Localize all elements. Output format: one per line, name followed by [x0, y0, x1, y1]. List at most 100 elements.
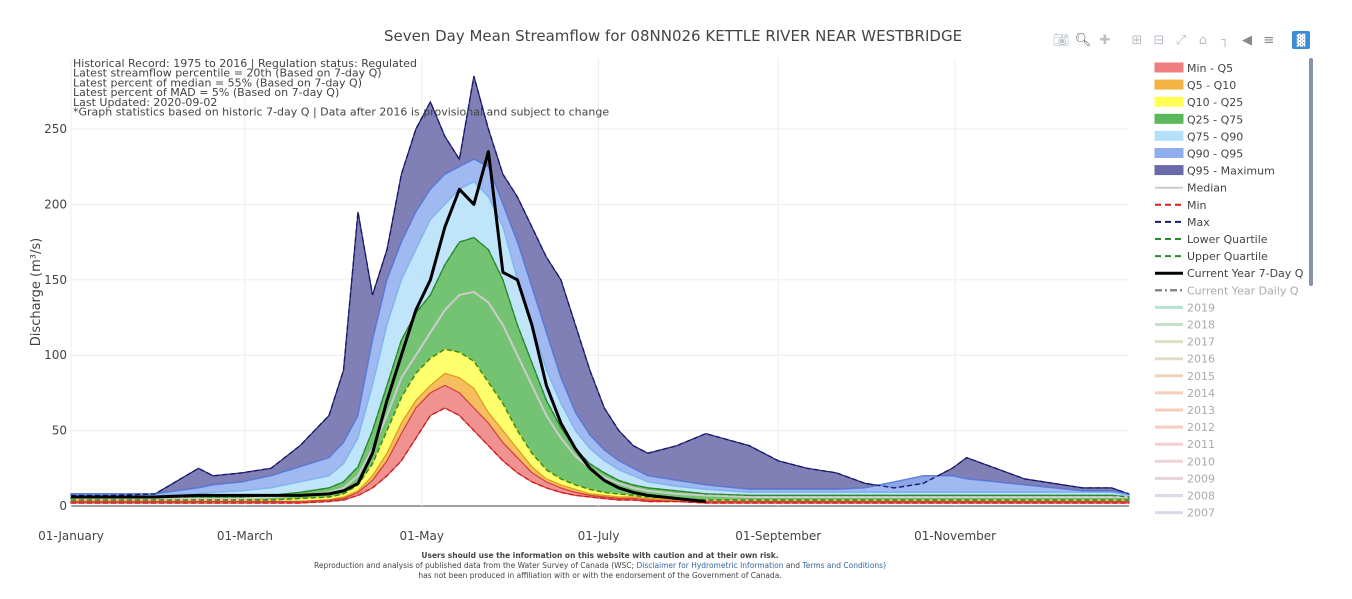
legend-scrollbar[interactable] — [1309, 58, 1313, 286]
y-tick-label: 50 — [52, 424, 67, 438]
legend-label: Q25 - Q75 — [1187, 113, 1243, 126]
x-tick-label: 01-January — [38, 529, 104, 543]
min-line — [71, 407, 1129, 504]
annotation-line: *Graph statistics based on historic 7-da… — [73, 106, 609, 119]
legend-label: 2008 — [1187, 490, 1215, 503]
terms-link[interactable]: Terms and Conditions) — [802, 561, 887, 570]
camera-icon[interactable]: 📷︎ — [1052, 32, 1070, 48]
y-tick-label: 150 — [44, 273, 67, 287]
band-q95-max — [70, 76, 1130, 496]
legend-swatch — [1154, 62, 1184, 73]
legend-label: 2011 — [1187, 438, 1215, 451]
legend-swatch — [1154, 165, 1184, 176]
zoom-icon[interactable]: 🔍︎ — [1074, 32, 1092, 48]
footer-warning: Users should use the information on this… — [421, 551, 779, 560]
plotly-logo-icon[interactable]: ▓ — [1292, 31, 1310, 49]
x-tick-label: 01-July — [578, 529, 620, 543]
legend-item[interactable]: 2017 — [1155, 336, 1215, 349]
footer-reproduction: Reproduction and analysis of published d… — [313, 561, 635, 570]
legend-item[interactable]: Q75 - Q90 — [1154, 130, 1243, 143]
annotations: Historical Record: 1975 to 2016 | Regula… — [73, 57, 609, 119]
legend-label: 2016 — [1187, 353, 1215, 366]
legend-item[interactable]: Min - Q5 — [1154, 62, 1233, 75]
legend-item[interactable]: Upper Quartile — [1155, 250, 1268, 263]
footer: Users should use the information on this… — [0, 551, 1200, 581]
legend-label: Q90 - Q95 — [1187, 148, 1243, 161]
y-axis: 0 50 100 150 200 250 — [44, 122, 67, 513]
legend-label: 2015 — [1187, 370, 1215, 383]
legend-label: Q95 - Maximum — [1187, 165, 1275, 178]
legend-item[interactable]: 2010 — [1155, 455, 1215, 468]
autoscale-icon[interactable]: ⤢ — [1175, 32, 1187, 48]
legend-item[interactable]: 2019 — [1155, 301, 1215, 314]
legend-label: Current Year 7-Day Q — [1187, 267, 1304, 280]
legend-label: Min - Q5 — [1187, 62, 1233, 75]
legend-item[interactable]: 2008 — [1155, 490, 1215, 503]
pan-icon[interactable]: ✚ — [1099, 32, 1111, 48]
legend-item[interactable]: 2011 — [1155, 438, 1215, 451]
legend-item[interactable]: Min — [1155, 199, 1207, 212]
upper-quartile-line — [71, 236, 1130, 498]
annotation-line: Latest percent of MAD = 5% (Based on 7-d… — [73, 86, 339, 99]
legend-label: 2017 — [1187, 336, 1215, 349]
legend-item[interactable]: Q25 - Q75 — [1154, 113, 1243, 126]
legend[interactable]: Min - Q5 Q5 - Q10 Q10 - Q25 Q25 - Q75 Q75 - … — [1154, 62, 1304, 520]
annotation-line: Latest streamflow percentile = 20th (Bas… — [73, 67, 382, 80]
footer-and: and — [785, 561, 801, 570]
disclaimer-link[interactable]: Disclaimer for Hydrometric Information — [636, 561, 784, 570]
legend-swatch — [1154, 79, 1184, 90]
spike-lines-icon[interactable]: ┐ — [1221, 32, 1229, 48]
legend-label: Q75 - Q90 — [1187, 130, 1243, 143]
legend-label: Median — [1187, 182, 1227, 195]
legend-swatch — [1154, 96, 1184, 107]
legend-item[interactable]: Q95 - Maximum — [1154, 165, 1275, 178]
legend-item[interactable]: 2016 — [1155, 353, 1215, 366]
annotation-line: Last Updated: 2020-09-02 — [73, 96, 217, 109]
legend-label: 2012 — [1187, 421, 1215, 434]
legend-label: 2010 — [1187, 455, 1215, 468]
y-tick-label: 100 — [44, 348, 67, 362]
y-tick-label: 250 — [44, 122, 67, 136]
legend-label: 2013 — [1187, 404, 1215, 417]
reset-axes-icon[interactable]: ⌂ — [1198, 32, 1208, 48]
x-tick-label: 01-November — [914, 529, 996, 543]
legend-swatch — [1154, 130, 1184, 141]
legend-item[interactable]: Current Year 7-Day Q — [1155, 267, 1304, 280]
legend-item[interactable]: Q5 - Q10 — [1154, 79, 1236, 92]
legend-swatch — [1154, 148, 1184, 158]
percentile-bands — [70, 76, 1130, 504]
legend-item[interactable]: Q10 - Q25 — [1154, 96, 1243, 109]
legend-item[interactable]: 2009 — [1155, 472, 1215, 485]
legend-item[interactable]: 2007 — [1155, 507, 1215, 520]
legend-item[interactable]: 2012 — [1155, 421, 1215, 434]
zoom-out-icon[interactable]: ⊟ — [1153, 32, 1165, 48]
legend-label: Min — [1187, 199, 1207, 212]
legend-item[interactable]: Current Year Daily Q — [1155, 284, 1299, 297]
y-tick-label: 200 — [44, 197, 67, 211]
legend-item[interactable]: Lower Quartile — [1155, 233, 1268, 246]
legend-item[interactable]: Median — [1155, 182, 1227, 195]
legend-label: 2018 — [1187, 319, 1215, 332]
legend-item[interactable]: Max — [1155, 216, 1210, 229]
legend-item[interactable]: 2015 — [1155, 370, 1215, 383]
legend-label: 2019 — [1187, 301, 1215, 314]
grid — [70, 58, 1129, 507]
annotation-line: Historical Record: 1975 to 2016 | Regula… — [73, 57, 417, 70]
modebar: 📷︎ 🔍︎ ✚ ⊞ ⊟ ⤢ ⌂ ┐ ◀ ≡ ▓ — [1052, 30, 1310, 50]
statistic-lines — [71, 76, 1130, 504]
hover-compare-icon[interactable]: ≡ — [1263, 32, 1275, 48]
legend-label: 2014 — [1187, 387, 1215, 400]
y-axis-label: Discharge (m³/s) — [29, 238, 44, 346]
legend-item[interactable]: 2013 — [1155, 404, 1215, 417]
lower-quartile-line — [71, 348, 1129, 501]
legend-item[interactable]: Q90 - Q95 — [1154, 148, 1243, 161]
legend-item[interactable]: 2018 — [1155, 319, 1215, 332]
band-q90-q95 — [70, 158, 1130, 497]
hover-closest-icon[interactable]: ◀ — [1242, 32, 1252, 48]
legend-label: 2007 — [1187, 507, 1215, 520]
legend-label: Q5 - Q10 — [1187, 79, 1236, 92]
zoom-in-icon[interactable]: ⊞ — [1131, 32, 1143, 48]
footer-affiliation: has not been produced in affiliation wit… — [418, 571, 782, 580]
legend-item[interactable]: 2014 — [1155, 387, 1215, 400]
